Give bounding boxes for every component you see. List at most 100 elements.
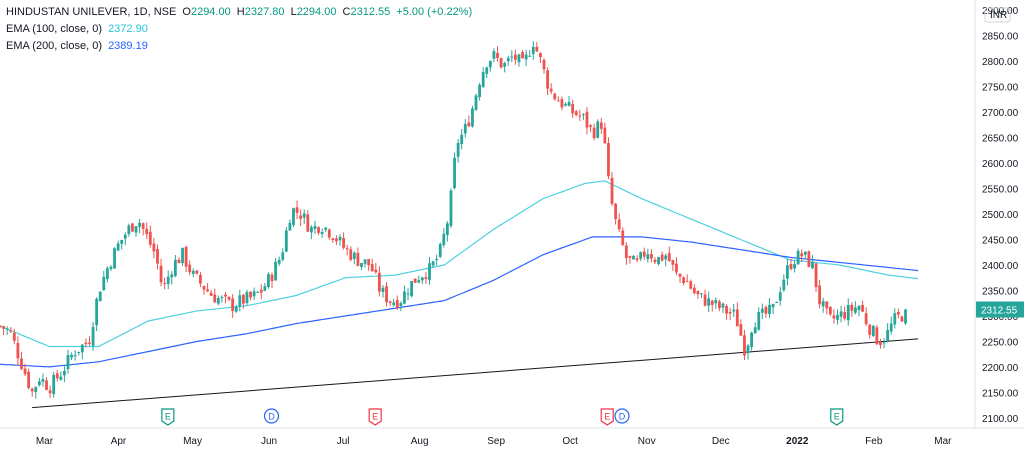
candle-body <box>517 54 521 63</box>
earnings-marker <box>368 408 382 426</box>
close-label: C <box>342 6 351 18</box>
open-value: 2294.00 <box>190 6 231 18</box>
candle-body <box>671 260 675 265</box>
candle-body <box>274 261 277 281</box>
candle-body <box>560 99 564 108</box>
earnings-marker <box>830 408 844 426</box>
candle-body <box>431 261 435 266</box>
candle-body <box>843 312 847 319</box>
candle-body <box>607 143 610 177</box>
candle-body <box>281 252 285 260</box>
candle-body <box>138 222 141 227</box>
candle-body <box>109 266 113 269</box>
candle-body <box>417 280 421 283</box>
low-label: L <box>290 6 297 18</box>
candle-body <box>760 308 764 313</box>
candle-body <box>743 335 746 356</box>
candle-body <box>821 301 825 307</box>
y-tick-label: 2350.00 <box>982 286 1019 297</box>
candle-body <box>399 303 403 306</box>
candle-body <box>403 291 406 304</box>
candle-body <box>356 252 360 266</box>
candles-series <box>0 41 907 399</box>
candle-body <box>678 273 682 277</box>
candle-body <box>170 274 174 278</box>
candle-body <box>52 374 56 395</box>
candle-body <box>610 177 614 204</box>
candle-body <box>531 46 535 55</box>
candle-body <box>653 259 657 263</box>
candle-body <box>775 302 779 304</box>
candle-body <box>553 93 557 100</box>
event-letter: D <box>268 412 275 422</box>
candle-body <box>521 51 524 59</box>
candle-body <box>370 264 374 272</box>
candle-body <box>195 270 199 274</box>
candle-body <box>288 222 292 231</box>
candle-body <box>893 313 897 325</box>
candle-body <box>846 305 850 321</box>
candle-body <box>152 243 156 252</box>
candle-body <box>635 258 639 261</box>
candle-body <box>166 276 170 284</box>
candle-body <box>492 51 496 59</box>
candle-body <box>789 264 793 269</box>
y-tick-label: 2900.00 <box>982 6 1019 17</box>
candle-body <box>145 228 149 235</box>
event-letter: E <box>834 412 840 422</box>
x-tick-label: Oct <box>562 436 578 447</box>
candle-body <box>803 251 807 255</box>
last-price-tag <box>976 301 1024 318</box>
candle-body <box>599 122 603 129</box>
candle-body <box>703 294 707 306</box>
candle-body <box>191 270 195 274</box>
candle-body <box>868 324 872 335</box>
candle-body <box>696 290 700 295</box>
candle-body <box>768 304 771 315</box>
ema200-series <box>0 236 919 368</box>
candle-body <box>478 84 482 98</box>
candle-body <box>313 225 317 229</box>
candle-body <box>23 368 27 375</box>
candle-body <box>199 274 202 284</box>
candle-body <box>692 287 696 294</box>
candle-body <box>445 223 449 236</box>
event-letter: E <box>604 412 610 422</box>
candle-body <box>528 55 532 57</box>
candle-body <box>438 244 442 257</box>
candle-body <box>628 255 632 258</box>
candle-body <box>299 215 303 219</box>
ema100-row[interactable]: EMA (100, close, 0) 2372.90 <box>6 21 475 38</box>
last-price-label: 2312.55 <box>981 306 1018 317</box>
candle-body <box>707 298 711 306</box>
ema200-label: EMA (200, close, 0) <box>6 40 102 52</box>
symbol-title: HINDUSTAN UNILEVER, 1D, NSE <box>6 6 177 18</box>
y-tick-label: 2650.00 <box>982 134 1019 145</box>
candle-body <box>700 293 703 295</box>
candle-body <box>839 311 843 317</box>
candle-body <box>649 253 653 259</box>
candle-body <box>181 247 184 264</box>
candle-body <box>34 386 38 393</box>
candle-body <box>786 265 789 279</box>
chart-legend: HINDUSTAN UNILEVER, 1D, NSE O2294.00 H23… <box>6 4 475 55</box>
candle-body <box>0 325 2 327</box>
candle-body <box>209 292 213 296</box>
y-tick-label: 2800.00 <box>982 57 1019 68</box>
candle-body <box>256 291 260 293</box>
candle-body <box>524 54 528 60</box>
candle-body <box>292 208 295 225</box>
candle-body <box>732 309 736 312</box>
close-value: 2312.55 <box>350 6 391 18</box>
candle-body <box>639 252 643 259</box>
candle-body <box>596 121 600 138</box>
candle-body <box>750 332 754 348</box>
candle-body <box>657 257 660 265</box>
candle-body <box>578 115 582 117</box>
candle-body <box>546 70 550 89</box>
candle-body <box>800 253 804 257</box>
ema200-row[interactable]: EMA (200, close, 0) 2389.19 <box>6 38 475 55</box>
candle-body <box>825 301 829 309</box>
y-tick-label: 2750.00 <box>982 83 1019 94</box>
